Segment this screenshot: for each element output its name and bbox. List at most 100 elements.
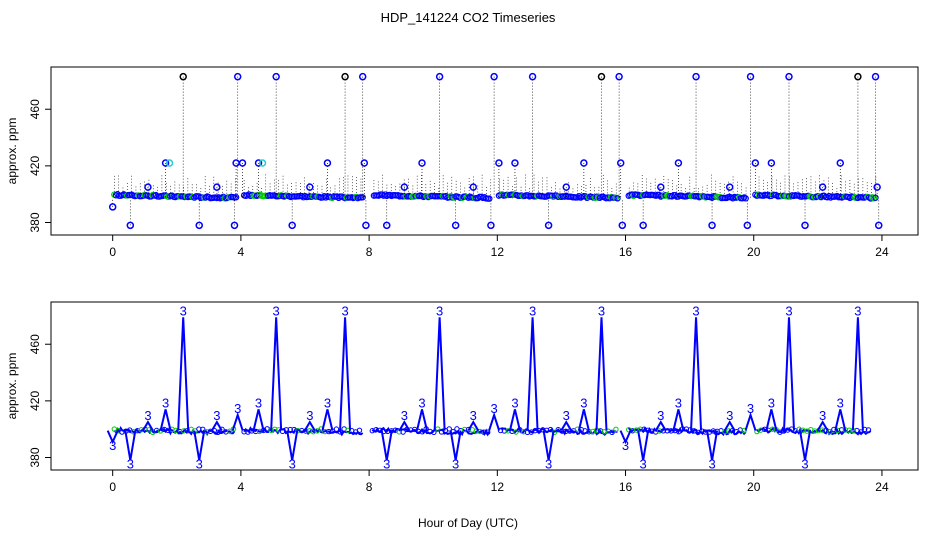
x-tick-label: 8 (366, 480, 373, 494)
baseline-point (513, 429, 519, 435)
point-symbol-label: 3 (692, 303, 699, 318)
series-spike (542, 430, 555, 461)
point-symbol-label: 3 (436, 303, 443, 318)
data-point (528, 72, 537, 81)
y-axis-label: approx. ppm (5, 353, 19, 420)
baseline-point (485, 429, 491, 435)
baseline-point (769, 426, 776, 432)
point-symbol-label: 3 (726, 408, 733, 423)
x-tick-label: 0 (109, 245, 116, 259)
baseline-point (563, 428, 569, 435)
data-point (725, 183, 734, 191)
baseline-point (846, 427, 852, 433)
series-spike (270, 317, 283, 431)
baseline-point (532, 427, 538, 434)
x-tick-label: 20 (747, 245, 761, 259)
data-point (144, 183, 152, 191)
baseline-point (660, 428, 667, 434)
series-spike (799, 430, 812, 461)
baseline-point (637, 426, 643, 432)
baseline-point (551, 429, 558, 436)
series-spike (398, 420, 411, 432)
data-point (435, 72, 444, 81)
point-symbol-label: 3 (213, 408, 220, 423)
y-tick-label: 380 (28, 447, 42, 467)
baseline-point (232, 194, 240, 201)
point-symbol-label: 3 (289, 456, 296, 471)
series-spike (433, 317, 446, 431)
data-point (871, 72, 880, 81)
baseline-point (540, 427, 546, 433)
series-spike (124, 430, 137, 461)
baseline-point (196, 426, 202, 432)
series-spike (560, 420, 573, 432)
series-spike (672, 409, 685, 431)
series-spike (467, 420, 480, 432)
plot-frame (50, 301, 919, 471)
point-symbol-label: 3 (162, 395, 169, 410)
series-spike (723, 420, 736, 432)
x-tick-label: 4 (238, 480, 245, 494)
baseline-point (333, 426, 340, 432)
point-symbol-label: 3 (418, 395, 425, 410)
data-point (469, 183, 478, 191)
baseline-point (827, 429, 833, 435)
point-symbol-label: 3 (657, 408, 664, 423)
data-point (165, 159, 174, 167)
baseline-point (215, 429, 221, 435)
baseline-point (322, 428, 328, 435)
series-spike (488, 411, 501, 431)
baseline-point (252, 428, 259, 435)
baseline-point (838, 427, 845, 433)
data-point (674, 159, 683, 167)
series-spike (177, 317, 190, 431)
data-point (708, 221, 716, 230)
chart-title: HDP_141224 CO2 Timeseries (381, 10, 556, 25)
series-spike (816, 420, 829, 432)
y-tick-label: 380 (28, 212, 42, 232)
series-spike (321, 409, 334, 431)
x-tick-label: 0 (109, 480, 116, 494)
point-symbol-label: 3 (747, 401, 754, 416)
baseline-point (299, 427, 305, 434)
y-tick-label: 420 (28, 391, 42, 411)
data-point (562, 183, 570, 191)
baseline-point (446, 426, 452, 432)
x-axis-label: Hour of Day (UTC) (418, 516, 518, 530)
data-point (818, 183, 827, 191)
point-symbol-label: 3 (180, 303, 187, 318)
data-point (451, 221, 460, 230)
series-spike (193, 430, 206, 461)
series-spike (706, 430, 719, 461)
baseline-point (614, 195, 621, 202)
data-point (288, 221, 296, 230)
baseline-point (613, 426, 619, 433)
baseline-point (865, 427, 872, 433)
baseline-point (668, 428, 674, 434)
data-point (490, 72, 498, 81)
data-point (616, 159, 625, 167)
data-point (382, 221, 391, 230)
baseline-point (465, 426, 472, 433)
data-point (657, 183, 665, 191)
point-symbol-label: 3 (127, 456, 134, 471)
baseline-point (326, 428, 332, 435)
x-tick-label: 12 (491, 480, 505, 494)
point-symbol-label: 3 (196, 456, 203, 471)
data-point (358, 72, 367, 81)
data-point (511, 159, 519, 167)
point-symbol-label: 3 (490, 401, 497, 416)
point-symbol-label: 3 (341, 303, 348, 318)
baseline-point (272, 426, 278, 433)
series-spike (577, 409, 590, 431)
series-spike (159, 409, 172, 431)
data-point (238, 159, 247, 167)
data-point (544, 221, 553, 230)
baseline-point (241, 429, 247, 435)
baseline-point (710, 428, 717, 434)
data-point (495, 159, 503, 167)
data-point (362, 221, 370, 230)
